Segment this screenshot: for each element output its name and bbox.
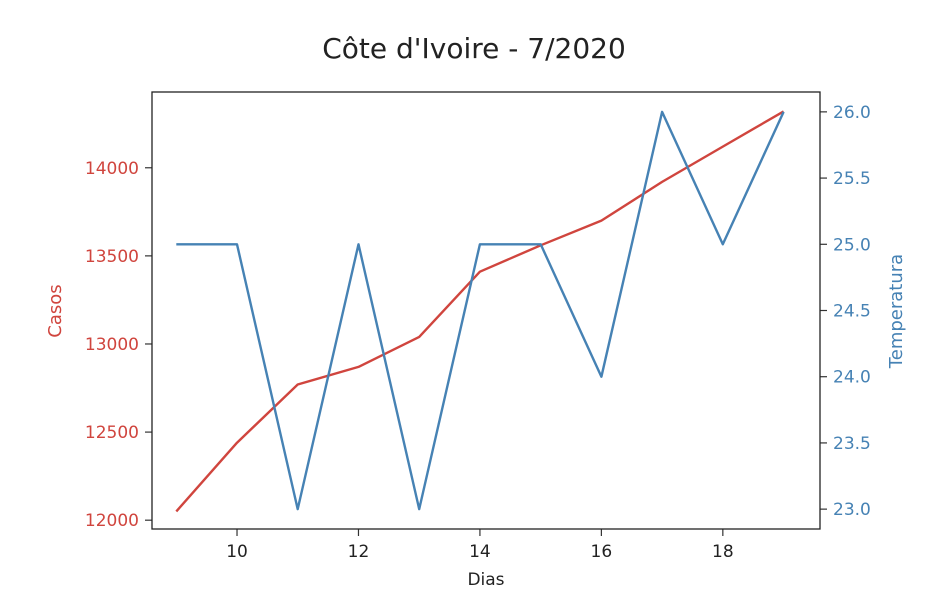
- y-axis-left-label: Casos: [45, 284, 66, 337]
- y-left-tick-label: 12000: [85, 511, 139, 531]
- y-axis-right-label: Temperatura: [886, 254, 907, 369]
- y-right-tick-label: 24.5: [833, 302, 871, 322]
- y-right-tick-label: 23.0: [833, 500, 871, 520]
- y-left-tick-label: 14000: [85, 159, 139, 179]
- y-axis-right: 23.0 23.5 24.0 24.5 25.0 25.5 26.0: [820, 103, 871, 520]
- y-right-tick-label: 24.0: [833, 368, 871, 388]
- y-right-tick-label: 26.0: [833, 103, 871, 123]
- y-right-tick-label: 25.5: [833, 169, 871, 189]
- x-tick-label: 12: [348, 542, 370, 562]
- x-axis: 10 12 14 16 18: [226, 529, 734, 562]
- casos-series-line: [175, 110, 785, 513]
- y-left-tick-label: 12500: [85, 423, 139, 443]
- x-tick-label: 18: [712, 542, 734, 562]
- y-left-tick-label: 13000: [85, 335, 139, 355]
- x-tick-label: 14: [469, 542, 491, 562]
- x-tick-label: 16: [591, 542, 613, 562]
- series-layer: [175, 110, 785, 513]
- x-tick-label: 10: [226, 542, 248, 562]
- y-left-tick-label: 13500: [85, 247, 139, 267]
- y-right-tick-label: 25.0: [833, 235, 871, 255]
- plot-frame: [151, 91, 821, 530]
- chart-title: Côte d'Ivoire - 7/2020: [322, 32, 626, 65]
- temperatura-series-line: [176, 110, 785, 511]
- y-right-tick-label: 23.5: [833, 434, 871, 454]
- x-axis-label: Dias: [467, 570, 504, 590]
- y-axis-left: 12000 12500 13000 13500 14000: [85, 159, 152, 531]
